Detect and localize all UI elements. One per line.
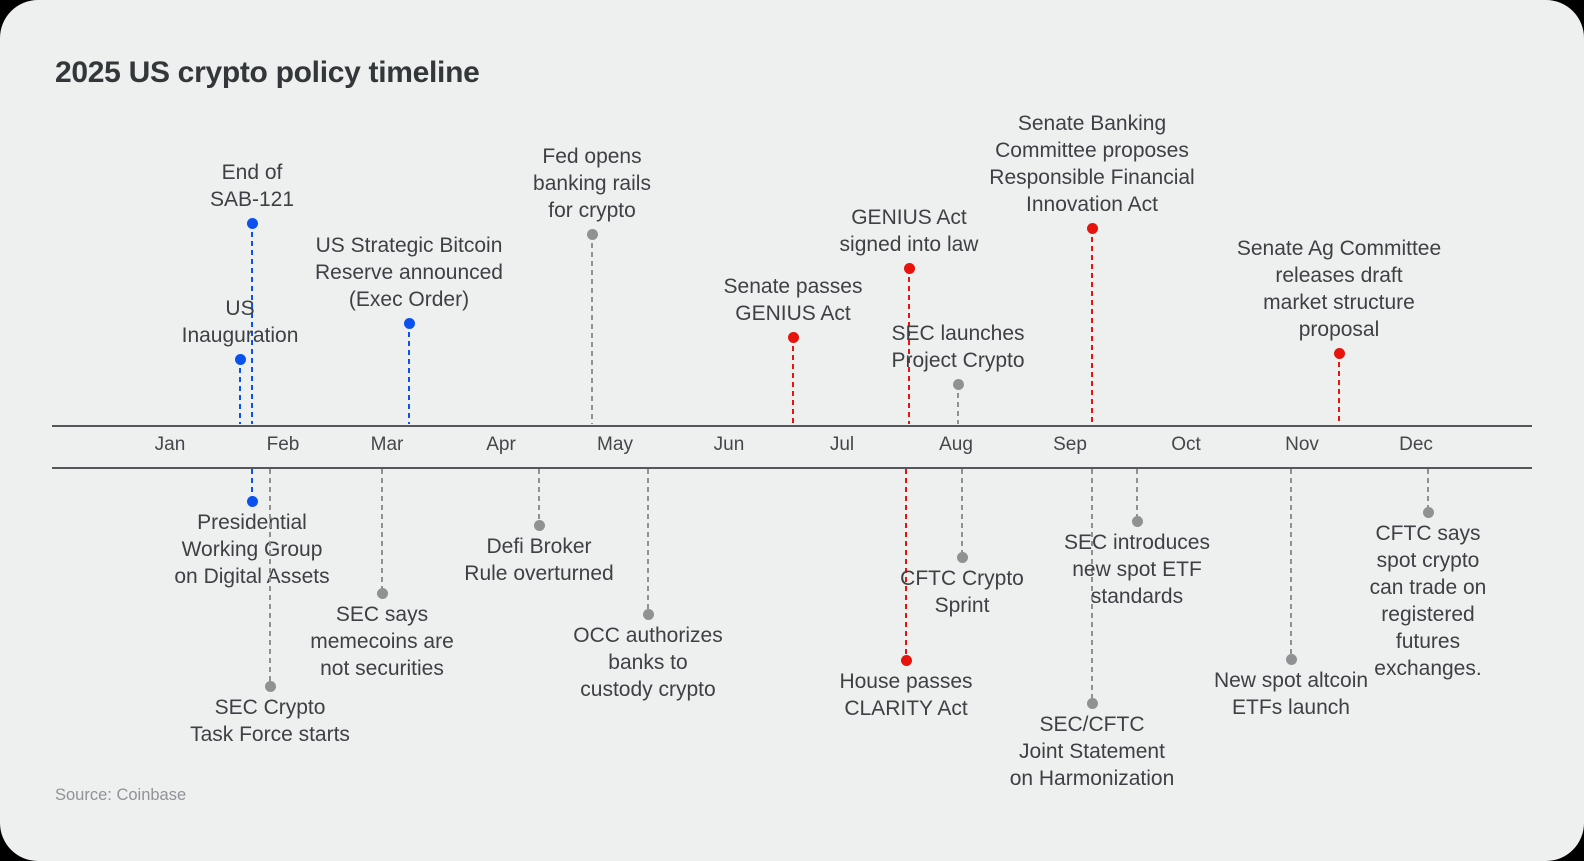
sec-memecoins-ruling-stem <box>381 469 383 593</box>
sec-crypto-task-force-stem <box>269 469 271 686</box>
senate-passes-genius-act-stem <box>792 337 794 424</box>
sec-memecoins-ruling-label: SEC says memecoins are not securities <box>310 603 454 680</box>
month-label-oct: Oct <box>1171 434 1201 455</box>
axis-top-line <box>52 425 1532 427</box>
us-inauguration-stem <box>239 359 241 424</box>
month-label-jun: Jun <box>713 434 745 455</box>
month-label-aug: Aug <box>939 434 973 455</box>
sec-cftc-joint-statement-label: SEC/CFTC Joint Statement on Harmonizatio… <box>1009 713 1175 790</box>
house-passes-clarity-act-dot <box>900 654 912 666</box>
source-credit: Source: Coinbase <box>55 786 187 804</box>
sec-spot-etf-standards-stem <box>1136 469 1138 521</box>
sec-project-crypto-stem <box>957 384 959 424</box>
sec-cftc-joint-statement-stem <box>1091 469 1093 703</box>
defi-broker-rule-stem <box>538 469 540 525</box>
strategic-bitcoin-reserve-label: US Strategic Bitcoin Reserve announced (… <box>315 234 503 311</box>
month-label-jul: Jul <box>829 434 855 455</box>
end-of-sab-121-label: End of SAB-121 <box>209 161 295 211</box>
strategic-bitcoin-reserve-stem <box>408 323 410 424</box>
month-label-dec: Dec <box>1399 434 1433 455</box>
senate-passes-genius-act-dot <box>787 331 799 343</box>
cftc-crypto-sprint-label: CFTC Crypto Sprint <box>900 567 1024 617</box>
new-spot-altcoin-etfs-label: New spot altcoin ETFs launch <box>1213 669 1369 719</box>
cftc-crypto-sprint-dot <box>956 551 968 563</box>
page-title: 2025 US crypto policy timeline <box>55 56 480 89</box>
genius-act-signed-stem <box>908 268 910 424</box>
fed-banking-rails-label: Fed opens banking rails for crypto <box>533 145 651 222</box>
genius-act-signed-dot <box>903 262 915 274</box>
month-label-feb: Feb <box>266 434 300 455</box>
defi-broker-rule-label: Defi Broker Rule overturned <box>464 535 614 585</box>
us-inauguration-dot <box>234 353 246 365</box>
senate-ag-market-structure-dot <box>1333 347 1345 359</box>
senate-passes-genius-act-label: Senate passes GENIUS Act <box>723 275 863 325</box>
month-label-apr: Apr <box>486 434 516 455</box>
new-spot-altcoin-etfs-dot <box>1285 653 1297 665</box>
house-passes-clarity-act-stem <box>905 469 907 660</box>
senate-banking-rfia-stem <box>1091 228 1093 424</box>
sec-spot-etf-standards-label: SEC introduces new spot ETF standards <box>1064 531 1210 608</box>
axis-bottom-line <box>52 467 1532 469</box>
senate-ag-market-structure-stem <box>1338 353 1340 424</box>
end-of-sab-121-dot <box>246 217 258 229</box>
sec-cftc-joint-statement-dot <box>1086 697 1098 709</box>
sec-project-crypto-dot <box>952 378 964 390</box>
house-passes-clarity-act-label: House passes CLARITY Act <box>839 670 973 720</box>
cftc-crypto-sprint-stem <box>961 469 963 557</box>
genius-act-signed-label: GENIUS Act signed into law <box>839 206 979 256</box>
sec-project-crypto-label: SEC launches Project Crypto <box>891 322 1025 372</box>
senate-ag-market-structure-label: Senate Ag Committee releases draft marke… <box>1236 237 1442 341</box>
cftc-spot-futures-label: CFTC says spot crypto can trade on regis… <box>1369 522 1487 680</box>
month-label-may: May <box>597 434 633 455</box>
defi-broker-rule-dot <box>533 519 545 531</box>
us-inauguration-label: US Inauguration <box>181 297 299 347</box>
month-label-nov: Nov <box>1285 434 1319 455</box>
sec-spot-etf-standards-dot <box>1131 515 1143 527</box>
sec-crypto-task-force-label: SEC Crypto Task Force starts <box>190 696 350 746</box>
end-of-sab-121-stem <box>251 223 253 424</box>
sec-memecoins-ruling-dot <box>376 587 388 599</box>
new-spot-altcoin-etfs-stem <box>1290 469 1292 659</box>
occ-custody-label: OCC authorizes banks to custody crypto <box>573 624 723 701</box>
sec-crypto-task-force-dot <box>264 680 276 692</box>
fed-banking-rails-stem <box>591 234 593 424</box>
month-label-mar: Mar <box>370 434 404 455</box>
occ-custody-dot <box>642 608 654 620</box>
presidential-working-group-label: Presidential Working Group on Digital As… <box>174 511 330 588</box>
strategic-bitcoin-reserve-dot <box>403 317 415 329</box>
occ-custody-stem <box>647 469 649 614</box>
presidential-working-group-stem <box>251 469 253 501</box>
presidential-working-group-dot <box>246 495 258 507</box>
senate-banking-rfia-dot <box>1086 222 1098 234</box>
cftc-spot-futures-stem <box>1427 469 1429 512</box>
cftc-spot-futures-dot <box>1422 506 1434 518</box>
senate-banking-rfia-label: Senate Banking Committee proposes Respon… <box>989 112 1195 216</box>
month-label-jan: Jan <box>154 434 186 455</box>
fed-banking-rails-dot <box>586 228 598 240</box>
month-label-sep: Sep <box>1053 434 1087 455</box>
